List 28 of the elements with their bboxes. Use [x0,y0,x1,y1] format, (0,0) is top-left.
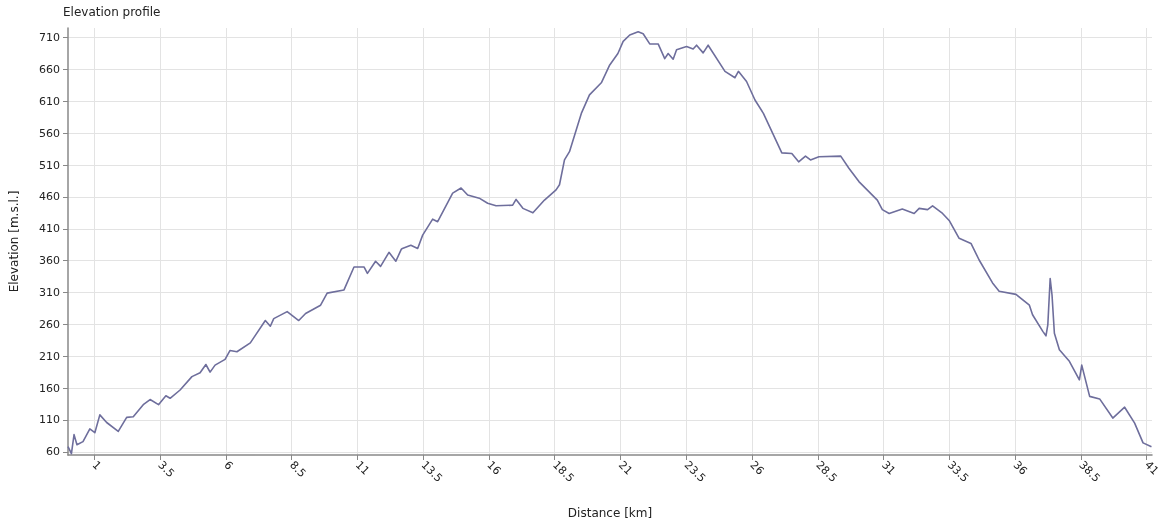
x-tick-label: 6 [221,458,236,473]
x-tick-label: 26 [747,458,767,478]
x-tick-label: 41 [1142,458,1162,478]
y-tick-label: 260 [39,317,60,331]
y-tick-label: 710 [39,31,60,45]
x-axis-title: Distance [km] [567,506,653,520]
x-tick-label: 11 [352,458,372,478]
y-tick-label: 510 [39,158,60,172]
chart-title: Elevation profile [63,5,161,19]
x-tick-label: 1 [89,458,104,473]
x-tick-label: 36 [1010,458,1030,478]
y-tick-label: 160 [39,381,60,395]
y-tick-label: 60 [46,445,60,459]
x-tick-label: 21 [615,458,636,478]
y-axis-title: Elevation [m.s.l.] [7,190,21,293]
x-tick-label: 8.5 [287,458,309,480]
x-tick-label: 31 [879,458,899,478]
y-tick-label: 110 [39,413,60,427]
y-tick-label: 360 [39,254,60,268]
y-tick-label: 410 [39,222,60,236]
y-tick-label: 660 [39,62,60,76]
y-tick-label: 210 [39,349,60,363]
y-tick-label: 460 [39,190,60,204]
y-tick-label: 610 [39,94,60,108]
x-tick-label: 16 [484,458,504,478]
y-tick-label: 310 [39,285,60,299]
x-tick-label: 3.5 [155,458,178,480]
y-tick-label: 560 [39,126,60,140]
